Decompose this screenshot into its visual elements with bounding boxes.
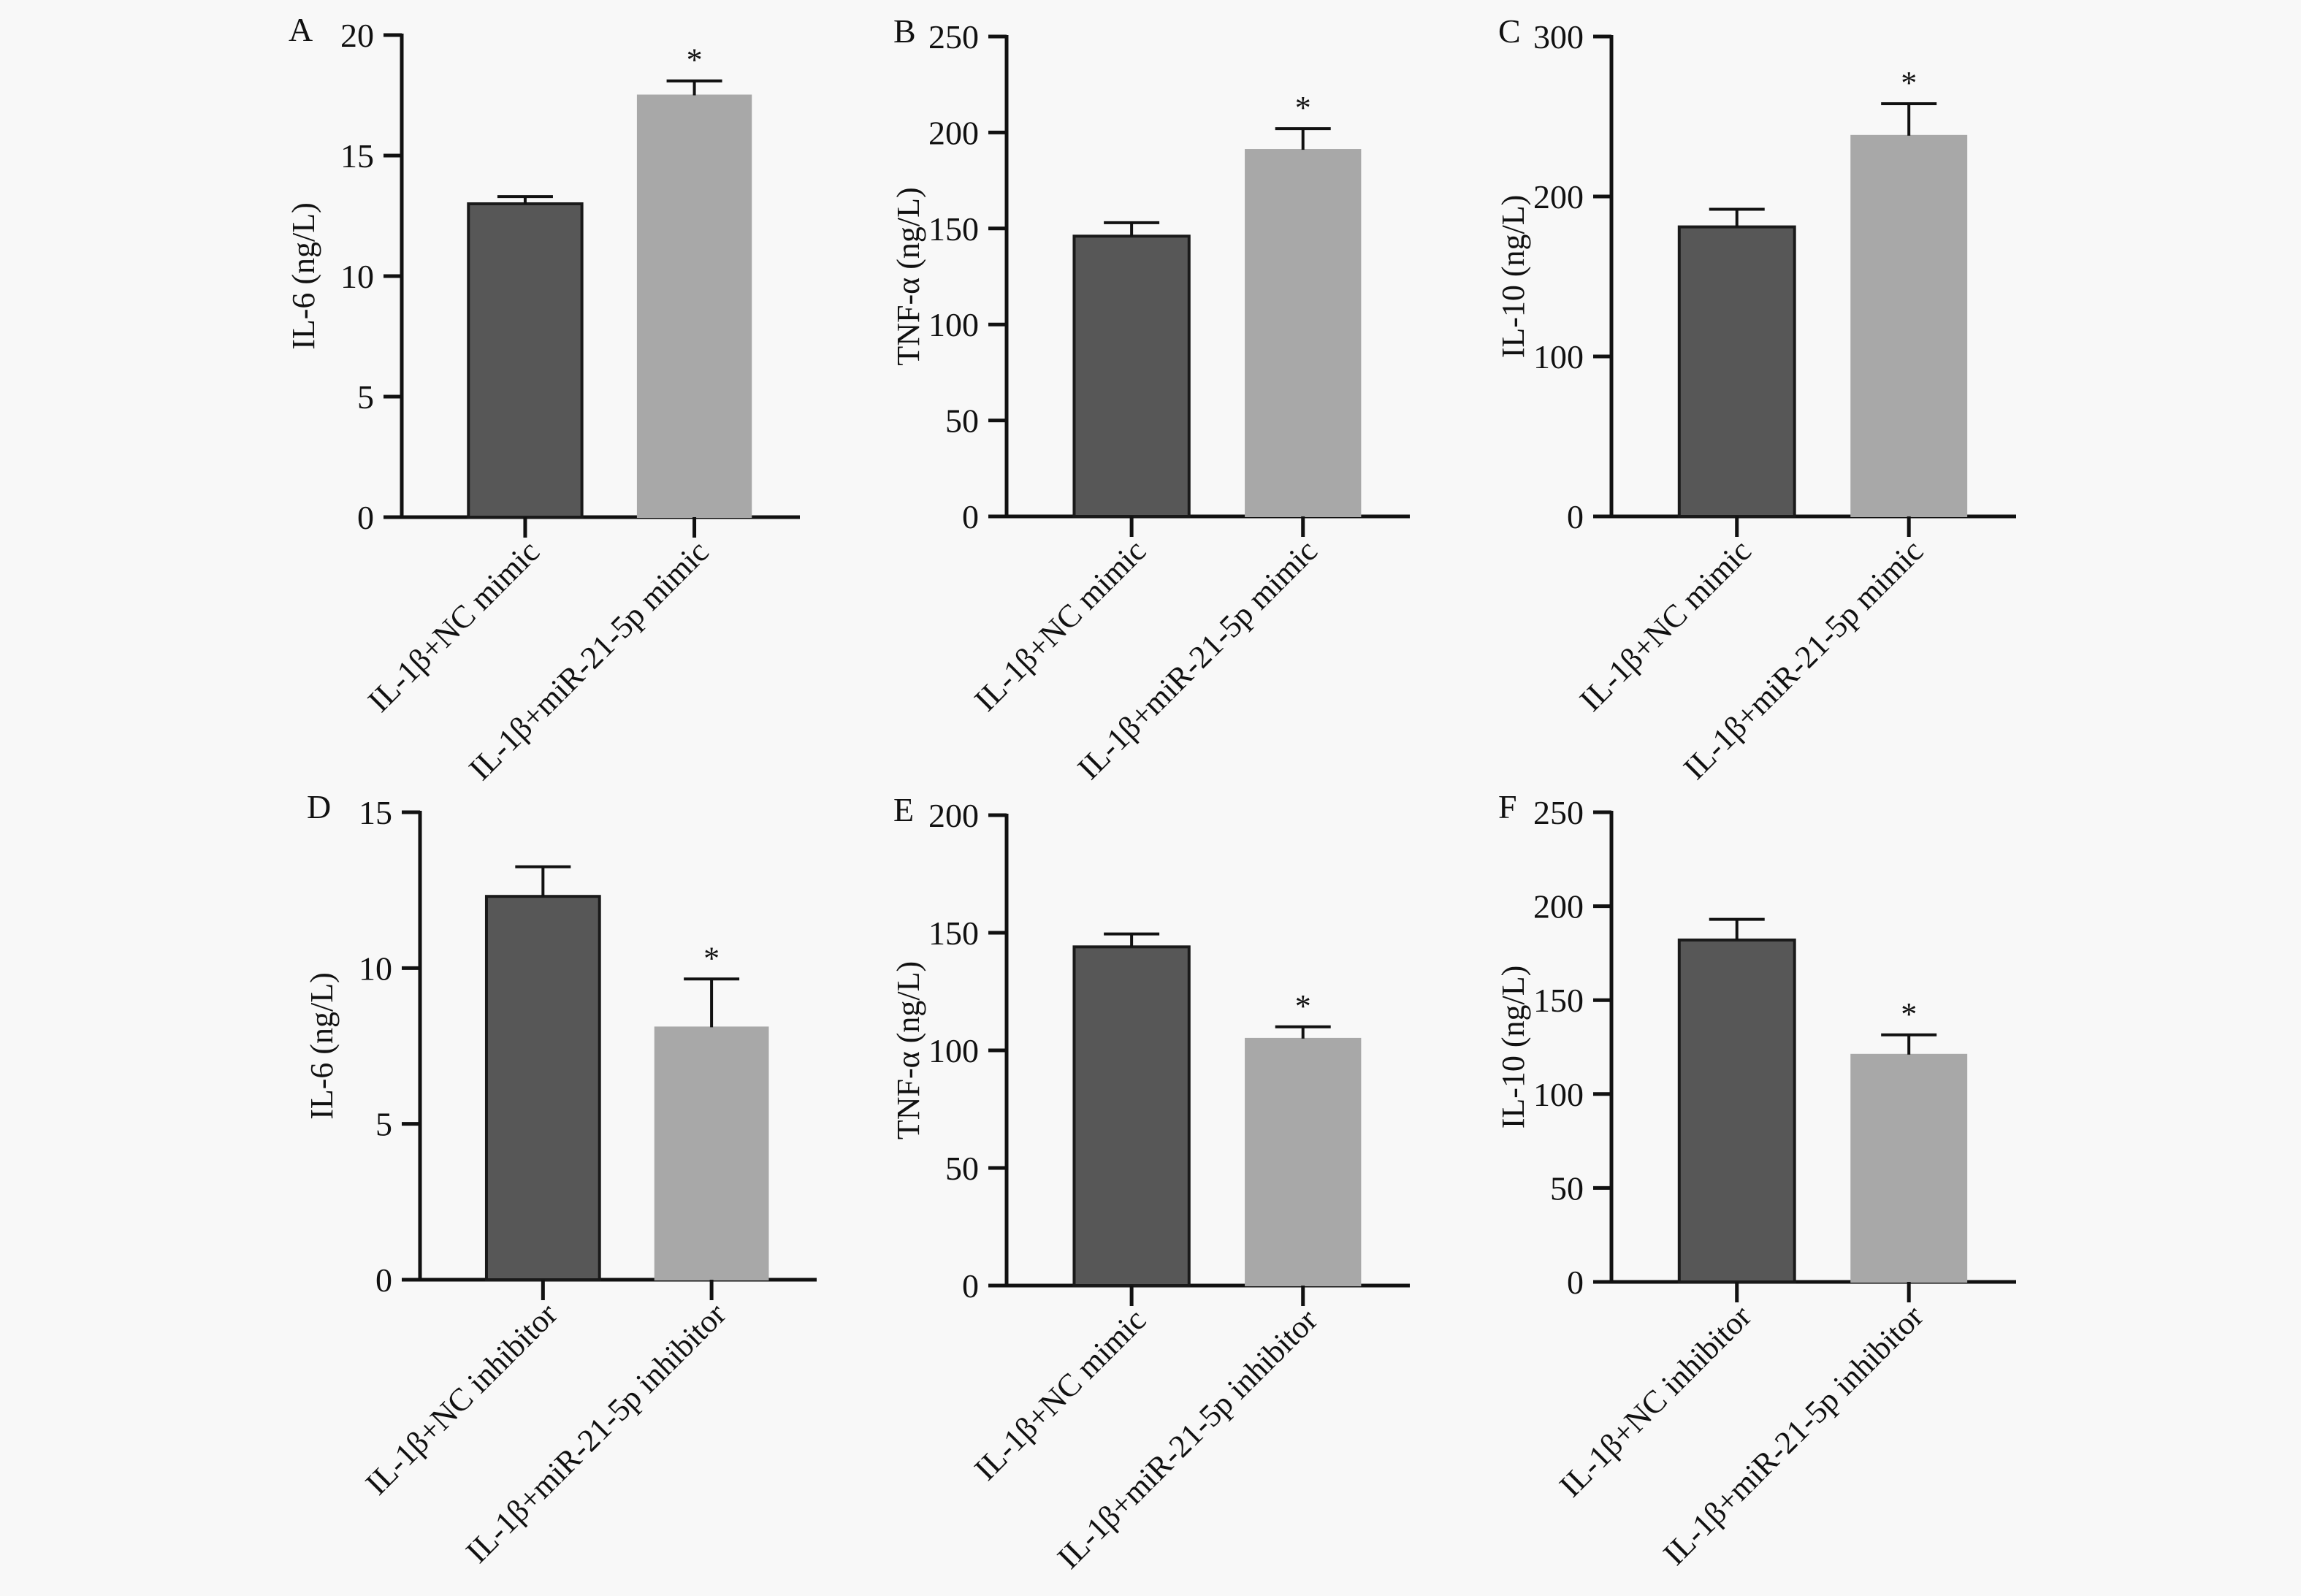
y-axis-title: TNF-α (ng/L) — [890, 961, 926, 1139]
bar[interactable] — [1072, 234, 1191, 518]
panel-letter: F — [1498, 788, 1517, 825]
panel-e: E 0 50 100 150 200 TNF-α (ng/L) IL-1β+NC mimic *… — [890, 791, 1410, 1576]
y-tick-label: 50 — [1550, 1169, 1584, 1207]
x-category-label: IL-1β+NC mimic — [967, 532, 1153, 718]
y-tick-label: 10 — [359, 950, 392, 987]
y-tick-label: 0 — [357, 499, 374, 536]
y-axis-title: IL-10 (ng/L) — [1495, 195, 1531, 359]
bar[interactable] — [654, 1026, 769, 1281]
y-tick-label: 15 — [359, 794, 392, 831]
significance-marker: * — [1901, 996, 1917, 1032]
y-tick-label: 5 — [357, 378, 374, 416]
y-tick-label: 300 — [1533, 18, 1584, 56]
bar[interactable] — [636, 94, 752, 518]
y-tick-label: 100 — [928, 306, 979, 343]
y-tick-label: 10 — [340, 258, 374, 295]
y-tick-label: 200 — [928, 114, 979, 151]
panel-letter: A — [289, 11, 313, 48]
x-category-label: IL-1β+NC inhibitor — [1552, 1298, 1758, 1504]
y-tick-label: 5 — [375, 1106, 392, 1143]
bar[interactable] — [484, 895, 601, 1281]
y-tick-label: 150 — [928, 915, 979, 952]
significance-marker: * — [687, 42, 703, 78]
significance-marker: * — [1295, 90, 1311, 126]
bar[interactable] — [1850, 134, 1968, 517]
y-tick-label: 200 — [928, 797, 979, 834]
bar[interactable] — [1677, 938, 1796, 1283]
x-category-label: IL-1β+NC mimic — [361, 533, 546, 719]
panel-letter: E — [893, 791, 914, 828]
significance-marker: * — [1295, 988, 1311, 1024]
y-tick-label: 100 — [1533, 338, 1584, 375]
panel-b: B 0 50 100 150 200 250 TNF-α (ng/L) IL-1β+NC mim… — [890, 12, 1410, 787]
y-tick-label: 0 — [962, 498, 979, 535]
y-tick-label: 0 — [1567, 1264, 1584, 1301]
y-tick-label: 250 — [1533, 794, 1584, 831]
y-tick-label: 50 — [945, 402, 979, 440]
bar[interactable] — [1072, 945, 1191, 1287]
bar[interactable] — [1245, 149, 1362, 517]
y-tick-label: 250 — [928, 18, 979, 56]
y-axis-title: IL-6 (ng/L) — [304, 972, 340, 1120]
y-tick-label: 0 — [1567, 498, 1584, 535]
y-tick-label: 200 — [1533, 178, 1584, 215]
y-tick-label: 150 — [1533, 982, 1584, 1019]
y-tick-label: 150 — [928, 210, 979, 248]
y-tick-label: 100 — [1533, 1076, 1584, 1113]
significance-marker: * — [703, 940, 720, 976]
y-tick-label: 50 — [945, 1150, 979, 1187]
y-tick-label: 200 — [1533, 888, 1584, 925]
y-tick-label: 0 — [375, 1261, 392, 1299]
bar[interactable] — [1850, 1053, 1968, 1283]
panel-letter: B — [893, 12, 916, 50]
y-tick-label: 0 — [962, 1267, 979, 1305]
panel-letter: C — [1498, 12, 1521, 50]
y-axis-title: IL-6 (ng/L) — [286, 202, 321, 350]
x-category-label: IL-1β+NC mimic — [1573, 532, 1758, 718]
y-tick-label: 20 — [340, 17, 374, 54]
panel-f: F 0 50 100 150 200 250 IL-10 (ng/L) IL-1β+NC inh… — [1495, 788, 2016, 1572]
bar[interactable] — [1245, 1037, 1362, 1287]
y-axis-title: TNF-α (ng/L) — [890, 187, 926, 365]
y-tick-label: 100 — [928, 1032, 979, 1069]
y-axis-title: IL-10 (ng/L) — [1495, 966, 1531, 1129]
bar[interactable] — [1677, 225, 1796, 518]
x-category-label: IL-1β+NC mimic — [967, 1302, 1153, 1487]
significance-marker: * — [1901, 65, 1917, 101]
y-tick-label: 15 — [340, 137, 374, 175]
panel-letter: D — [307, 788, 331, 825]
bar[interactable] — [467, 202, 584, 519]
